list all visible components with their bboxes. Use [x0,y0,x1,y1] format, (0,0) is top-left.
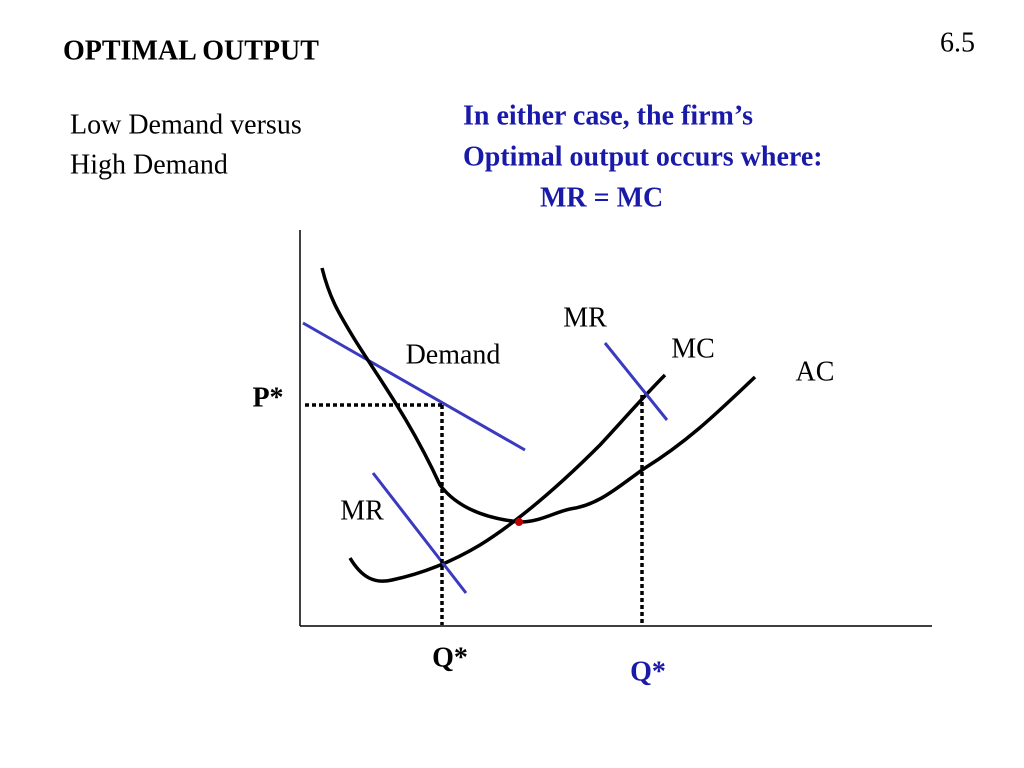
curve-label: MR [563,302,607,333]
slide-number: 6.5 [940,27,975,58]
mr-high-curve [603,342,669,421]
mc-curve [348,373,667,583]
curve-label: MR [340,495,384,526]
axis-label: Q* [432,642,468,673]
note-line: Optimal output occurs where: [463,141,823,172]
axis-label: Q* [630,656,666,687]
diagram: MR MC AC Demand P* MR Q* Q* [252,230,932,687]
min-point [515,518,523,526]
note-line: MR = MC [540,182,663,213]
demand-curve [302,321,526,452]
curve-label: Demand [406,339,501,370]
note-line: In either case, the firm’s [463,100,753,131]
subtitle-line: Low Demand versus [70,109,302,140]
axis-label: P* [252,382,283,413]
curve-label: MC [671,333,715,364]
mr-low-curve [371,472,468,594]
curve-label: AC [796,356,835,387]
title: OPTIMAL OUTPUT [63,35,319,66]
subtitle-line: High Demand [70,149,228,180]
